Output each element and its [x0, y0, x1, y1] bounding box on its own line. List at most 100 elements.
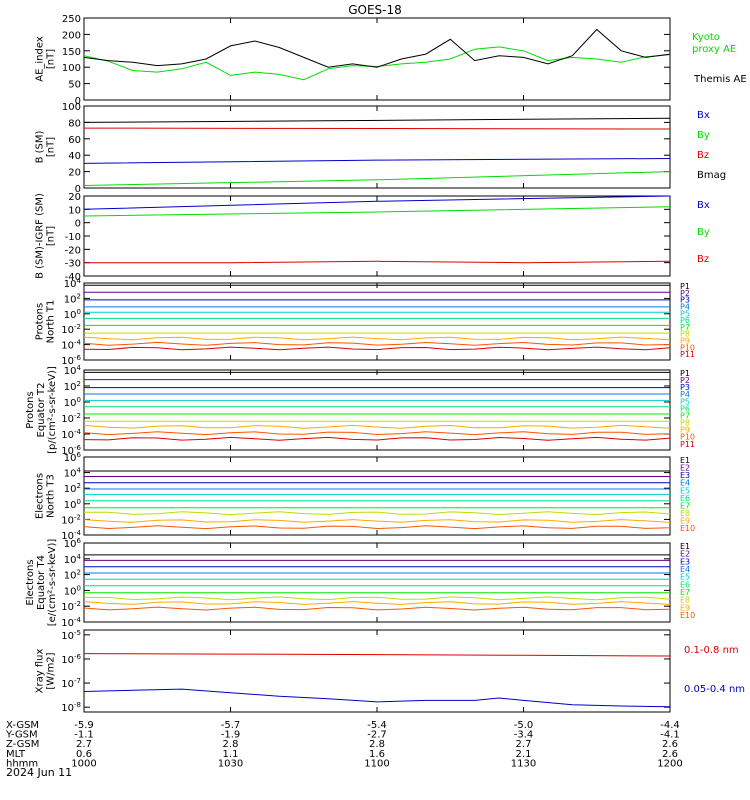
footer-value: 0.6 — [76, 749, 92, 760]
y-tick-label: 104 — [64, 277, 82, 290]
legend-item: 0.05-0.4 nm — [684, 684, 745, 695]
series-line — [84, 260, 671, 264]
y-tick-label: 106 — [64, 451, 82, 464]
legend-item: P7 — [680, 323, 690, 332]
legend-item: P9 — [680, 426, 690, 435]
y-tick-label: 102 — [64, 380, 81, 393]
level-line — [83, 336, 671, 341]
legend-item: E10 — [680, 611, 695, 620]
y-tick-label: 102 — [64, 482, 81, 495]
y-tick-label: 10 — [68, 205, 81, 216]
footer-value: 1.1 — [223, 749, 239, 760]
y-tick-label: 10-8 — [61, 701, 81, 714]
footer-value: 1100 — [364, 758, 389, 769]
y-tick-label: 40 — [68, 151, 81, 162]
legend-item: E9 — [680, 517, 690, 526]
y-tick-label: 104 — [64, 467, 82, 480]
legend-item: Bz — [697, 254, 709, 265]
legend-item: P9 — [680, 337, 690, 346]
y-tick-label: 60 — [68, 135, 81, 146]
y-axis-label: North T1 — [46, 300, 57, 344]
y-tick-label: 100 — [64, 584, 81, 597]
y-tick-label: 10-4 — [61, 529, 81, 542]
legend-item: E9 — [680, 603, 690, 612]
legend-item: E7 — [680, 588, 690, 597]
footer-row-label: hhmm — [6, 758, 38, 769]
footer-value: -5.4 — [367, 720, 387, 731]
legend-item: By — [697, 130, 710, 141]
y-tick-label: 10-6 — [61, 354, 81, 367]
y-tick-label: 104 — [64, 364, 82, 377]
legend-item: Bz — [697, 150, 709, 161]
legend-item: P4 — [680, 390, 690, 399]
y-tick-label: 10-4 — [61, 616, 81, 629]
y-tick-label: 250 — [62, 14, 81, 25]
legend-item: E10 — [680, 524, 695, 533]
footer-row-label: X-GSM — [6, 720, 39, 731]
legend-item: E6 — [680, 494, 690, 503]
date-label: 2024 Jun 11 — [6, 766, 72, 779]
series-line — [83, 28, 671, 68]
y-tick-label: 50 — [68, 80, 81, 91]
y-tick-label: 102 — [64, 569, 81, 582]
level-line — [83, 341, 671, 346]
legend-item: E5 — [680, 573, 690, 582]
legend-item: Bx — [697, 110, 710, 121]
footer-value: -5.7 — [221, 720, 241, 731]
footer-row-label: Y-GSM — [5, 730, 38, 741]
footer-value: 2.8 — [223, 739, 239, 750]
legend-item: E4 — [680, 479, 690, 488]
y-tick-label: 20 — [68, 168, 81, 179]
y-tick-label: 10-7 — [61, 677, 81, 690]
level-line — [83, 346, 671, 351]
y-tick-label: 0 — [75, 184, 81, 195]
legend: 0.1-0.8 nm 0.05-0.4 nm — [684, 645, 745, 695]
legend-item: P3 — [680, 383, 690, 392]
level-line — [84, 596, 671, 601]
footer-value: 1200 — [657, 758, 682, 769]
y-tick-label: 10-2 — [61, 323, 81, 336]
legend-item: E2 — [680, 550, 690, 559]
legend-item: E1 — [680, 456, 690, 465]
level-line — [83, 601, 671, 605]
y-axis-label: B (SM) — [35, 130, 46, 163]
y-axis-label: Xray flux — [35, 649, 46, 694]
y-tick-label: 20 — [68, 192, 81, 203]
y-tick-label: 100 — [62, 102, 81, 113]
footer-value: -1.9 — [221, 730, 241, 741]
y-tick-label: 150 — [62, 47, 81, 58]
y-axis-label: Electrons — [25, 559, 36, 605]
y-tick-label: -40 — [65, 272, 81, 283]
footer-value: 2.6 — [662, 749, 678, 760]
panel-electrons_t4: 10-4 10-2 100 102 104 106 Electrons Equator T4[… — [25, 537, 695, 629]
legend-item: E3 — [680, 557, 690, 566]
series-line — [83, 158, 671, 164]
legend-item: P4 — [680, 302, 690, 311]
y-axis-label: North T3 — [46, 474, 57, 518]
y-tick-label: -10 — [65, 232, 81, 243]
footer-value: -5.0 — [514, 720, 534, 731]
y-tick-label: 0 — [75, 96, 81, 107]
y-axis-label: [nT] — [46, 49, 57, 69]
legend-item: P7 — [680, 411, 690, 420]
y-tick-label: 104 — [64, 553, 82, 566]
legend-item: P2 — [680, 289, 690, 298]
y-tick-label: 100 — [64, 396, 81, 409]
footer-value: -4.4 — [660, 720, 680, 731]
legend-item: P10 — [680, 433, 695, 442]
series-line — [83, 688, 671, 708]
y-tick-label: 100 — [64, 308, 81, 321]
y-axis-label: [p/(cm²-s-sr-keV)] — [47, 366, 58, 454]
footer-value: 2.1 — [516, 749, 532, 760]
footer-value: 1.6 — [369, 749, 385, 760]
y-tick-label: 106 — [64, 537, 82, 550]
footer-value: 2.7 — [516, 739, 532, 750]
